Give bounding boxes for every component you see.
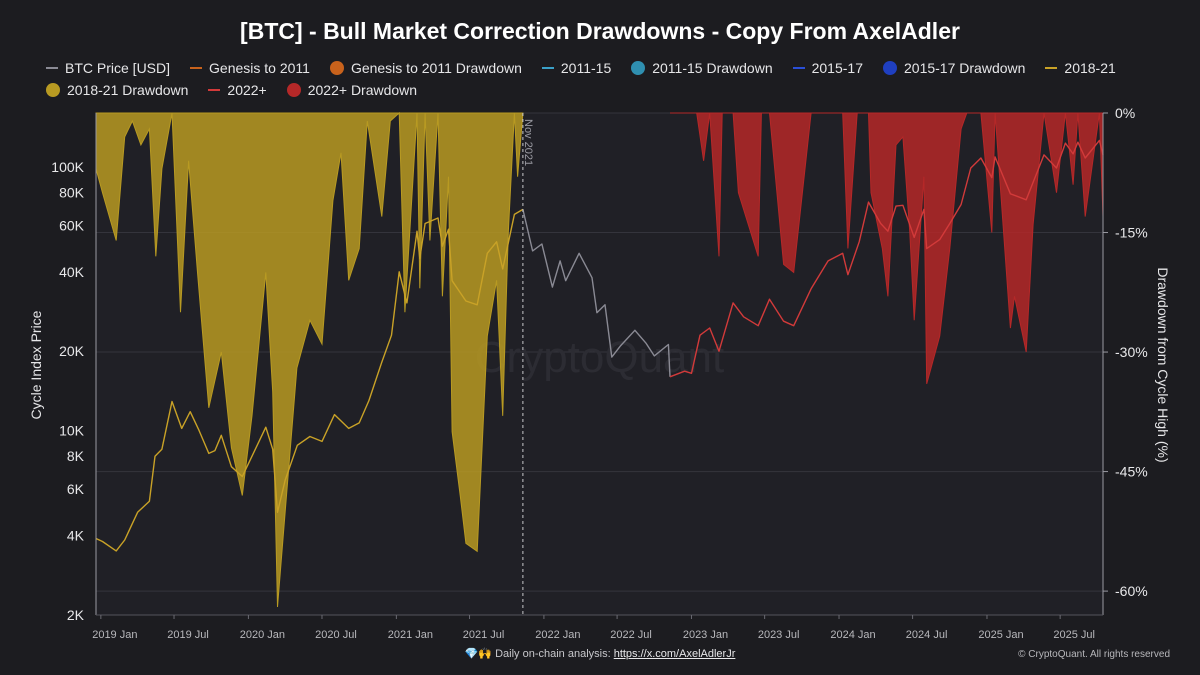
legend-label: Genesis to 2011 Drawdown: [350, 60, 522, 76]
legend: BTC Price [USD] Genesis to 2011 Genesis to…: [46, 58, 1176, 100]
right-tick-label: -30%: [1115, 344, 1148, 360]
copyright-notice: © CryptoQuant. All rights reserved: [1018, 649, 1170, 660]
legend-line-icon: [46, 67, 58, 69]
legend-dot-icon: [631, 61, 646, 75]
legend-label: 2022+: [227, 82, 267, 98]
x-tick-label: 2024 Jan: [830, 629, 875, 641]
left-tick-label: 10K: [59, 423, 85, 439]
x-tick-label: 2022 Jan: [535, 629, 580, 641]
legend-dot-icon: [329, 61, 344, 75]
left-tick-label: 20K: [59, 343, 85, 359]
right-tick-label: 0%: [1115, 105, 1135, 121]
left-tick-label: 6K: [67, 481, 85, 497]
left-tick-label: 60K: [59, 217, 85, 233]
x-tick-label: 2020 Jan: [240, 629, 285, 641]
legend-label: 2018-21 Drawdown: [67, 82, 189, 98]
legend-line-icon: [208, 89, 221, 91]
chart-title: [BTC] - Bull Market Correction Drawdowns…: [240, 18, 960, 44]
x-tick-label: 2023 Jan: [683, 629, 728, 641]
left-tick-label: 2K: [67, 607, 85, 623]
drawdown-area-0: [95, 111, 524, 608]
legend-label: Genesis to 2011: [209, 60, 310, 76]
right-tick-label: -15%: [1115, 225, 1148, 241]
x-tick-label: 2021 Jul: [463, 629, 505, 641]
legend-item[interactable]: 2022+: [208, 80, 267, 100]
x-tick-label: 2019 Jan: [92, 629, 137, 641]
left-tick-label: 40K: [59, 264, 85, 280]
drawdown-area-1: [670, 112, 1104, 385]
x-tick-label: 2022 Jul: [610, 629, 652, 641]
footer-text: 💎🙌 Daily on-chain analysis:: [464, 648, 614, 660]
legend-dot-icon: [883, 61, 897, 75]
x-tick-label: 2025 Jul: [1053, 629, 1095, 641]
legend-label: BTC Price [USD]: [65, 60, 171, 76]
legend-item[interactable]: Genesis to 2011 Drawdown: [329, 58, 522, 78]
left-tick-label: 4K: [67, 528, 85, 544]
price-line-2: [669, 139, 1104, 378]
legend-dot-icon: [46, 83, 60, 97]
left-tick-label: 80K: [59, 184, 85, 200]
legend-line-icon: [190, 67, 203, 69]
legend-label: 2015-17: [811, 60, 863, 76]
annotation-label: Nov 2021: [522, 119, 534, 166]
x-tick-label: 2023 Jul: [758, 629, 800, 641]
legend-item[interactable]: 2011-15 Drawdown: [631, 58, 773, 78]
legend-line-icon: [792, 67, 805, 69]
legend-label: 2011-15 Drawdown: [652, 60, 773, 76]
footer: 💎🙌 Daily on-chain analysis: https://x.co…: [0, 647, 1200, 660]
right-tick-label: -45%: [1115, 464, 1148, 480]
legend-label: 2015-17 Drawdown: [904, 60, 1026, 76]
legend-item[interactable]: 2015-17 Drawdown: [883, 58, 1025, 78]
watermark-text: CryptoQuant: [475, 333, 724, 382]
x-tick-label: 2025 Jan: [978, 629, 1023, 641]
legend-item[interactable]: 2018-21 Drawdown: [46, 80, 188, 100]
legend-line-icon: [1045, 67, 1058, 69]
legend-item[interactable]: Genesis to 2011: [190, 58, 310, 78]
left-tick-label: 100K: [51, 159, 84, 175]
legend-dot-icon: [286, 83, 301, 97]
legend-item[interactable]: 2018-21: [1045, 58, 1116, 78]
legend-item[interactable]: BTC Price [USD]: [46, 58, 170, 78]
price-line-1: [522, 209, 671, 377]
x-tick-label: 2021 Jan: [388, 629, 433, 641]
footer-link[interactable]: https://x.com/AxelAdlerJr: [613, 648, 736, 660]
legend-item[interactable]: 2015-17: [792, 58, 863, 78]
legend-label: 2011-15: [560, 60, 612, 76]
price-line-0: [95, 208, 524, 552]
legend-label: 2018-21: [1064, 60, 1116, 76]
x-tick-label: 2024 Jul: [906, 629, 948, 641]
x-tick-label: 2019 Jul: [167, 629, 209, 641]
legend-item[interactable]: 2011-15: [541, 58, 612, 78]
right-tick-label: -60%: [1115, 583, 1148, 599]
legend-label: 2022+ Drawdown: [307, 82, 418, 98]
legend-line-icon: [541, 67, 554, 69]
x-tick-label: 2020 Jul: [315, 629, 357, 641]
left-tick-label: 8K: [67, 448, 85, 464]
legend-item[interactable]: 2022+ Drawdown: [286, 80, 418, 100]
